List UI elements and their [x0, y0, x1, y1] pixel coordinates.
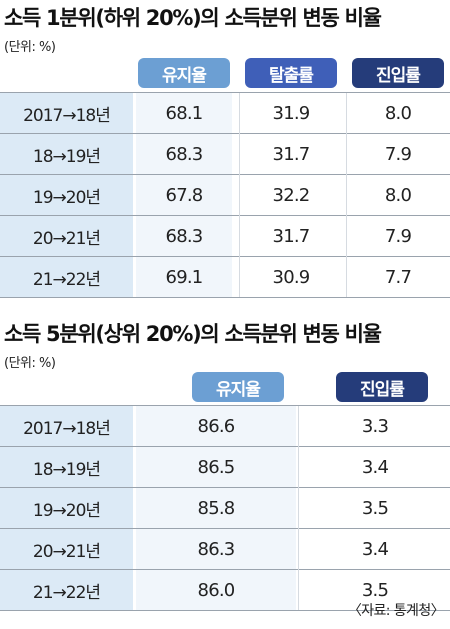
table2-header-entry: 진입률 — [336, 372, 428, 402]
table2-row: 20→21년 86.3 3.4 — [0, 529, 450, 569]
table2-cell-entry: 3.5 — [361, 497, 389, 519]
table2-row-divider — [0, 569, 450, 570]
table2-row-label: 19→20년 — [0, 488, 133, 528]
table2-cell-retention: 86.6 — [136, 406, 296, 446]
table2-cell-retention: 85.8 — [136, 488, 296, 528]
table2-unit: (단위: %) — [4, 356, 56, 371]
table1-cell-retention: 68.3 — [136, 134, 232, 174]
table1-cell-entry: 7.7 — [384, 266, 412, 288]
table1-header-retention: 유지율 — [138, 58, 230, 88]
table1-row-label: 19→20년 — [0, 175, 133, 215]
table1-row-divider — [0, 256, 450, 257]
table2-top-border — [0, 405, 450, 406]
table1-cell-exit: 31.9 — [272, 102, 311, 124]
source-note: 〈자료: 통계청〉 — [347, 603, 445, 619]
table1-row: 21→22년 69.1 30.9 7.7 — [0, 257, 450, 297]
table1-header-entry: 진입률 — [352, 58, 444, 88]
table1-cell-retention: 67.8 — [136, 175, 232, 215]
table1-row: 2017→18년 68.1 31.9 8.0 — [0, 93, 450, 133]
table2-cell-entry: 3.4 — [361, 456, 389, 478]
table2-cell-retention: 86.3 — [136, 529, 296, 569]
table2-cell-entry: 3.4 — [361, 538, 389, 560]
table1-cell-retention: 68.3 — [136, 216, 232, 256]
table2-row-divider — [0, 446, 450, 447]
table1-top-border — [0, 92, 450, 93]
table1-row: 19→20년 67.8 32.2 8.0 — [0, 175, 450, 215]
table1-cell-exit: 31.7 — [272, 225, 311, 247]
table1-unit: (단위: %) — [4, 40, 56, 55]
table2-row-divider — [0, 487, 450, 488]
table1-row-label: 20→21년 — [0, 216, 133, 256]
table1-cell-exit: 30.9 — [272, 266, 311, 288]
table1-title: 소득 1분위(하위 20%)의 소득분위 변동 비율 — [4, 6, 382, 30]
table1-cell-entry: 7.9 — [384, 225, 412, 247]
table2-bottom-border — [0, 610, 450, 611]
table2-row-label: 18→19년 — [0, 447, 133, 487]
table1-row-label: 21→22년 — [0, 257, 133, 297]
table1-cell-retention: 69.1 — [136, 257, 232, 297]
table2-row: 2017→18년 86.6 3.3 — [0, 406, 450, 446]
table1-cell-entry: 8.0 — [384, 102, 412, 124]
table1-header-exit: 탈출률 — [245, 58, 337, 88]
table2-row-label: 2017→18년 — [0, 406, 133, 446]
table1-row-label: 18→19년 — [0, 134, 133, 174]
table2-row: 21→22년 86.0 3.5 — [0, 570, 450, 610]
table2-row: 18→19년 86.5 3.4 — [0, 447, 450, 487]
table1-row-divider — [0, 174, 450, 175]
table2-cell-entry: 3.5 — [361, 579, 389, 601]
table2-row-label: 20→21년 — [0, 529, 133, 569]
table1-row-divider — [0, 133, 450, 134]
table2-row-divider — [0, 528, 450, 529]
table2-cell-entry: 3.3 — [361, 415, 389, 437]
table2-title: 소득 5분위(상위 20%)의 소득분위 변동 비율 — [4, 322, 382, 346]
table1-row-divider — [0, 215, 450, 216]
table1-cell-entry: 7.9 — [384, 143, 412, 165]
table2-cell-retention: 86.5 — [136, 447, 296, 487]
table1-row-label: 2017→18년 — [0, 93, 133, 133]
table1-column-divider — [239, 93, 240, 297]
table2-row-label: 21→22년 — [0, 570, 133, 610]
table1-row: 18→19년 68.3 31.7 7.9 — [0, 134, 450, 174]
table1-cell-exit: 32.2 — [272, 184, 311, 206]
table2-cell-retention: 86.0 — [136, 570, 296, 610]
table1-cell-entry: 8.0 — [384, 184, 412, 206]
table1-column-divider — [346, 93, 347, 297]
table1-row: 20→21년 68.3 31.7 7.9 — [0, 216, 450, 256]
table2-row: 19→20년 85.8 3.5 — [0, 488, 450, 528]
table1-bottom-border — [0, 297, 450, 298]
table1-cell-exit: 31.7 — [272, 143, 311, 165]
table2-header-retention: 유지율 — [192, 372, 284, 402]
table2-column-divider — [298, 406, 299, 610]
table1-cell-retention: 68.1 — [136, 93, 232, 133]
